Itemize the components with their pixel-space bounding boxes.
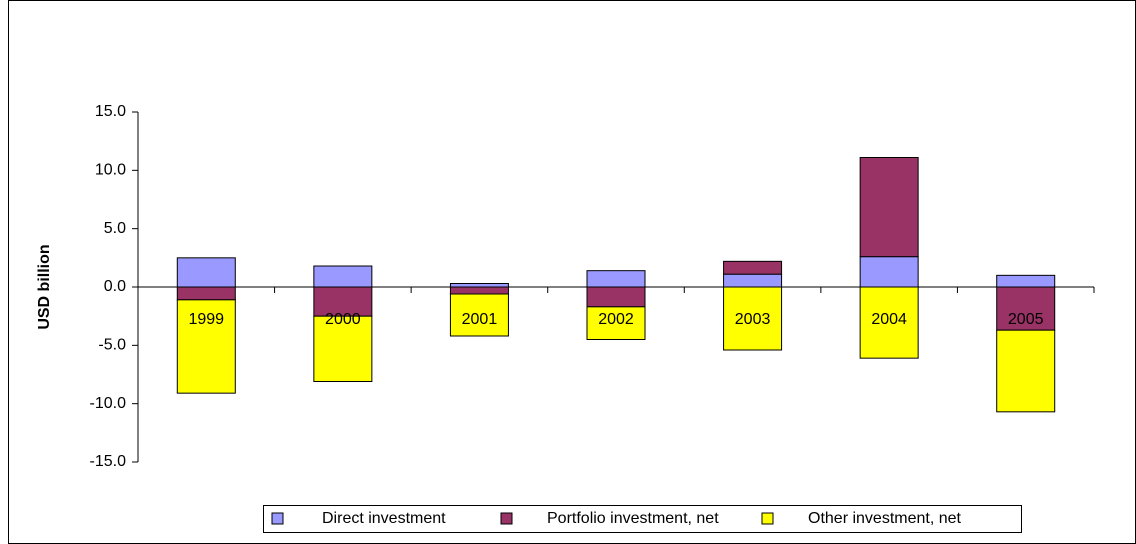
- bar-segment: [996, 274, 1056, 288]
- bar-segment: [313, 315, 373, 382]
- bar-segment: [859, 286, 919, 359]
- x-tick-label: 2001: [462, 311, 498, 328]
- x-tick-label: 2002: [598, 311, 634, 328]
- x-tick-label: 2004: [871, 311, 907, 328]
- x-tick-label: 2000: [325, 311, 361, 328]
- bar-segment: [586, 270, 646, 288]
- y-axis-title: USD billion: [36, 244, 53, 329]
- y-tick-label: 0.0: [104, 278, 126, 295]
- bar-segment: [176, 257, 236, 288]
- bar-segment: [586, 306, 646, 341]
- bar-segment: [859, 157, 919, 258]
- legend-box: [263, 505, 1022, 533]
- y-tick-label: 10.0: [95, 162, 126, 179]
- bar-segment: [449, 286, 509, 295]
- legend-label: Portfolio investment, net: [547, 510, 719, 527]
- legend-swatch: [271, 512, 284, 525]
- bar-segment: [176, 286, 236, 301]
- bar-segment: [176, 299, 236, 394]
- legend-label: Other investment, net: [808, 510, 962, 527]
- x-tick-label: 2005: [1008, 311, 1044, 328]
- bar-segment: [586, 286, 646, 308]
- y-tick-label: -5.0: [98, 337, 126, 354]
- legend-swatch: [761, 512, 774, 525]
- x-tick-label: 2003: [735, 311, 771, 328]
- legend-label: Direct investment: [322, 510, 446, 527]
- bar-segment: [859, 256, 919, 288]
- legend-swatch: [500, 512, 513, 525]
- y-tick-label: -10.0: [90, 395, 127, 412]
- bar-segment: [723, 260, 783, 275]
- bar-segment: [449, 293, 509, 337]
- y-tick-label: 5.0: [104, 220, 126, 237]
- y-tick-label: -15.0: [90, 453, 127, 470]
- bar-segment: [313, 265, 373, 288]
- bar-segment: [996, 286, 1056, 331]
- bar-segment: [449, 283, 509, 288]
- bar-segment: [723, 273, 783, 288]
- bar-segment: [723, 286, 783, 351]
- y-tick-label: 15.0: [95, 103, 126, 120]
- bar-segment: [996, 329, 1056, 413]
- x-tick-label: 1999: [188, 311, 224, 328]
